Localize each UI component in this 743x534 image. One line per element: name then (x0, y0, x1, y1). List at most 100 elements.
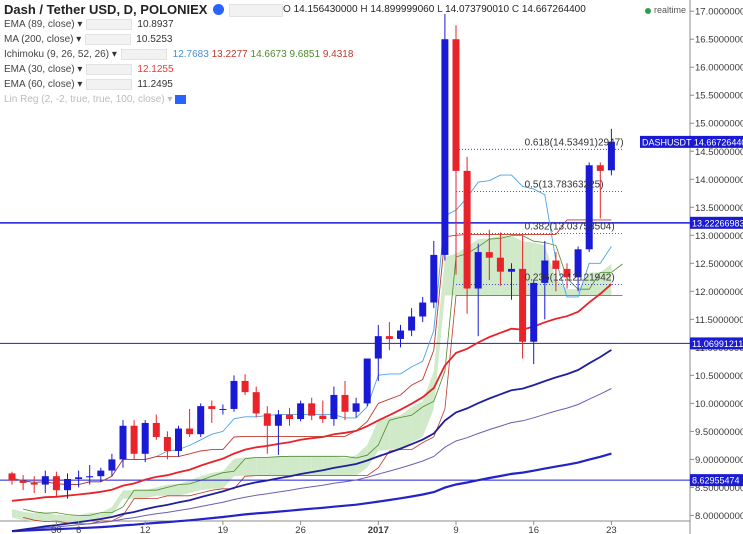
candle-body (230, 380, 238, 409)
ichimoku-cloud-segment (489, 235, 501, 296)
candle-body (186, 428, 194, 435)
ema89-line (11, 388, 612, 532)
candle (241, 374, 249, 395)
candle (552, 252, 560, 292)
x-tick-label: 9 (453, 525, 458, 534)
candle (108, 453, 116, 477)
ichimoku-cloud-segment (589, 272, 601, 296)
candle (86, 464, 94, 485)
y-tick-label: 12.00000000 (695, 287, 743, 298)
indicator-ema30[interactable]: EMA (30, close) ▾ 12.1255 (4, 63, 174, 75)
y-tick-label: 9.50000000 (695, 427, 743, 438)
ichimoku-cloud-segment (100, 507, 112, 521)
symbol-buttons[interactable] (229, 4, 283, 17)
candle (585, 162, 593, 253)
fib-level-label: 0.618(14.53491)2947) (525, 137, 624, 148)
visibility-eye-icon[interactable] (175, 94, 187, 104)
candle (430, 240, 438, 309)
candle-body (574, 249, 582, 278)
ichimoku-cloud-segment (544, 245, 556, 296)
indicator-ichimoku[interactable]: Ichimoku (9, 26, 52, 26) ▾ 12.7683 13.22… (4, 48, 354, 60)
x-tick-label: 2017 (368, 525, 389, 534)
ichimoku-cloud-segment (567, 289, 579, 296)
hline-price-tag-label: 8.62955474 (692, 476, 740, 486)
candle (230, 375, 238, 412)
candle (119, 420, 127, 468)
candle-body (130, 425, 138, 454)
y-tick-label: 14.00000000 (695, 175, 743, 186)
fib-level-label: 0.5(13.78363225) (525, 179, 604, 190)
ichimoku-cloud-segment (289, 456, 301, 476)
candle (607, 128, 615, 176)
indicator-ema60[interactable]: EMA (60, close) ▾ 11.2495 (4, 78, 173, 90)
candle (186, 408, 194, 437)
ichimoku-cloud-segment (356, 445, 368, 476)
candle (297, 400, 305, 422)
candle-body (352, 403, 360, 412)
ichimoku-cloud-segment (500, 235, 512, 296)
indicator-buttons[interactable] (86, 78, 133, 90)
candle (352, 397, 360, 418)
candle-body (596, 165, 604, 171)
candle (530, 280, 538, 365)
ichimoku-kijun-line (11, 219, 612, 486)
indicator-ma200[interactable]: MA (200, close) ▾ 10.5253 (4, 33, 173, 45)
candle (408, 308, 416, 337)
candle-body (152, 422, 160, 437)
candle-body (197, 406, 205, 435)
ichimoku-cloud-segment (378, 417, 390, 451)
fib-level-label: 0.382(13.03753504) (525, 221, 615, 232)
candle (374, 324, 382, 381)
realtime-status: realtime (644, 5, 686, 15)
ichimoku-cloud-segment (12, 509, 24, 521)
candle-body (274, 414, 282, 426)
candle-body (363, 358, 371, 404)
y-tick-label: 17.00000000 (695, 7, 743, 18)
candle (596, 162, 604, 219)
candle-body (319, 415, 327, 420)
candle (152, 414, 160, 440)
candle (286, 407, 293, 426)
ichimoku-cloud-segment (156, 484, 168, 496)
candle (485, 229, 493, 281)
indicator-linreg[interactable]: Lin Reg (2, -2, true, true, 100, close) … (4, 93, 187, 107)
candle-body (75, 477, 83, 479)
candle (563, 263, 571, 289)
ichimoku-cloud-segment (256, 456, 268, 476)
candle (30, 476, 38, 493)
candle-body (452, 39, 460, 171)
x-tick-label: 12 (140, 525, 151, 534)
ichimoku-cloud-segment (267, 456, 279, 476)
x-tick-label: 6 (76, 525, 81, 534)
y-tick-label: 10.00000000 (695, 399, 743, 410)
candle (419, 296, 427, 323)
candle (75, 470, 83, 488)
x-tick-label: 19 (218, 525, 229, 534)
candle-body (297, 403, 305, 420)
candle (508, 263, 515, 300)
ohlc-readout: O 14.156430000 H 14.899999060 L 14.07379… (283, 4, 586, 15)
candle (97, 467, 105, 482)
candle (330, 386, 338, 426)
ichimoku-cloud-segment (389, 415, 401, 450)
ichimoku-cloud-segment (123, 490, 135, 499)
indicator-ema89[interactable]: EMA (89, close) ▾ 10.8937 (4, 18, 174, 30)
indicator-buttons[interactable] (85, 33, 132, 45)
candle (363, 358, 371, 407)
ichimoku-cloud-segment (222, 458, 234, 489)
candle (175, 425, 182, 457)
candle-body (541, 260, 549, 283)
candle (541, 240, 549, 320)
y-tick-label: 13.00000000 (695, 231, 743, 242)
indicator-buttons[interactable] (120, 48, 167, 60)
ichimoku-cloud-segment (411, 401, 423, 443)
candle (130, 420, 138, 460)
indicator-buttons[interactable] (86, 63, 133, 75)
ichimoku-cloud-segment (333, 456, 345, 476)
candle (441, 14, 449, 261)
candle-body (408, 316, 416, 331)
candle (263, 406, 271, 454)
y-tick-label: 8.50000000 (695, 483, 743, 494)
indicator-buttons[interactable] (86, 18, 133, 30)
